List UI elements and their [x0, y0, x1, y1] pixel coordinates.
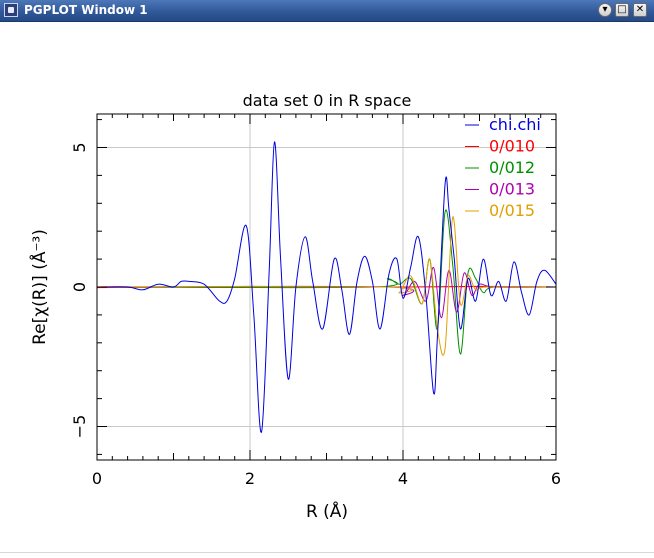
x-axis-label: R (Å) — [306, 500, 348, 522]
y-tick-label: 0 — [70, 282, 89, 292]
plot-canvas: 0 2 4 6 −5 0 5 chi.chi 0/010 0/012 0/013 0/015 dat… — [28, 91, 561, 522]
window-title: PGPLOT Window 1 — [24, 3, 148, 17]
legend: chi.chi 0/010 0/012 0/013 0/015 — [465, 115, 541, 220]
y-tick-label: −5 — [70, 415, 89, 439]
legend-entry-label: 0/012 — [489, 158, 535, 177]
x-tick-label: 6 — [551, 469, 561, 488]
close-button[interactable]: ✕ — [633, 3, 647, 17]
maximize-button[interactable]: □ — [615, 3, 629, 17]
series-line-chi-chi — [96, 141, 557, 433]
minimize-button[interactable]: ▾ — [598, 3, 612, 17]
legend-entry-label: 0/015 — [489, 201, 535, 220]
series-line-0-015 — [96, 216, 557, 356]
axis-ticks: 0 2 4 6 −5 0 5 — [70, 114, 561, 488]
x-tick-label: 2 — [245, 469, 255, 488]
x-tick-label: 0 — [92, 469, 102, 488]
chart-title: data set 0 in R space — [243, 91, 412, 110]
legend-entry-label: 0/010 — [489, 137, 535, 156]
window-bottom-edge — [0, 552, 654, 558]
y-axis-label: Re[χ(R)] (Å⁻³) — [28, 229, 50, 345]
series-line-0-012 — [96, 209, 557, 355]
data-series — [96, 141, 557, 433]
legend-entry-label: 0/013 — [489, 180, 535, 199]
title-bar[interactable]: PGPLOT Window 1 ▾ □ ✕ — [0, 0, 654, 22]
legend-entry-label: chi.chi — [489, 115, 541, 134]
y-tick-label: 5 — [70, 142, 89, 152]
x-tick-label: 4 — [398, 469, 408, 488]
pgplot-app-icon[interactable] — [4, 3, 18, 17]
